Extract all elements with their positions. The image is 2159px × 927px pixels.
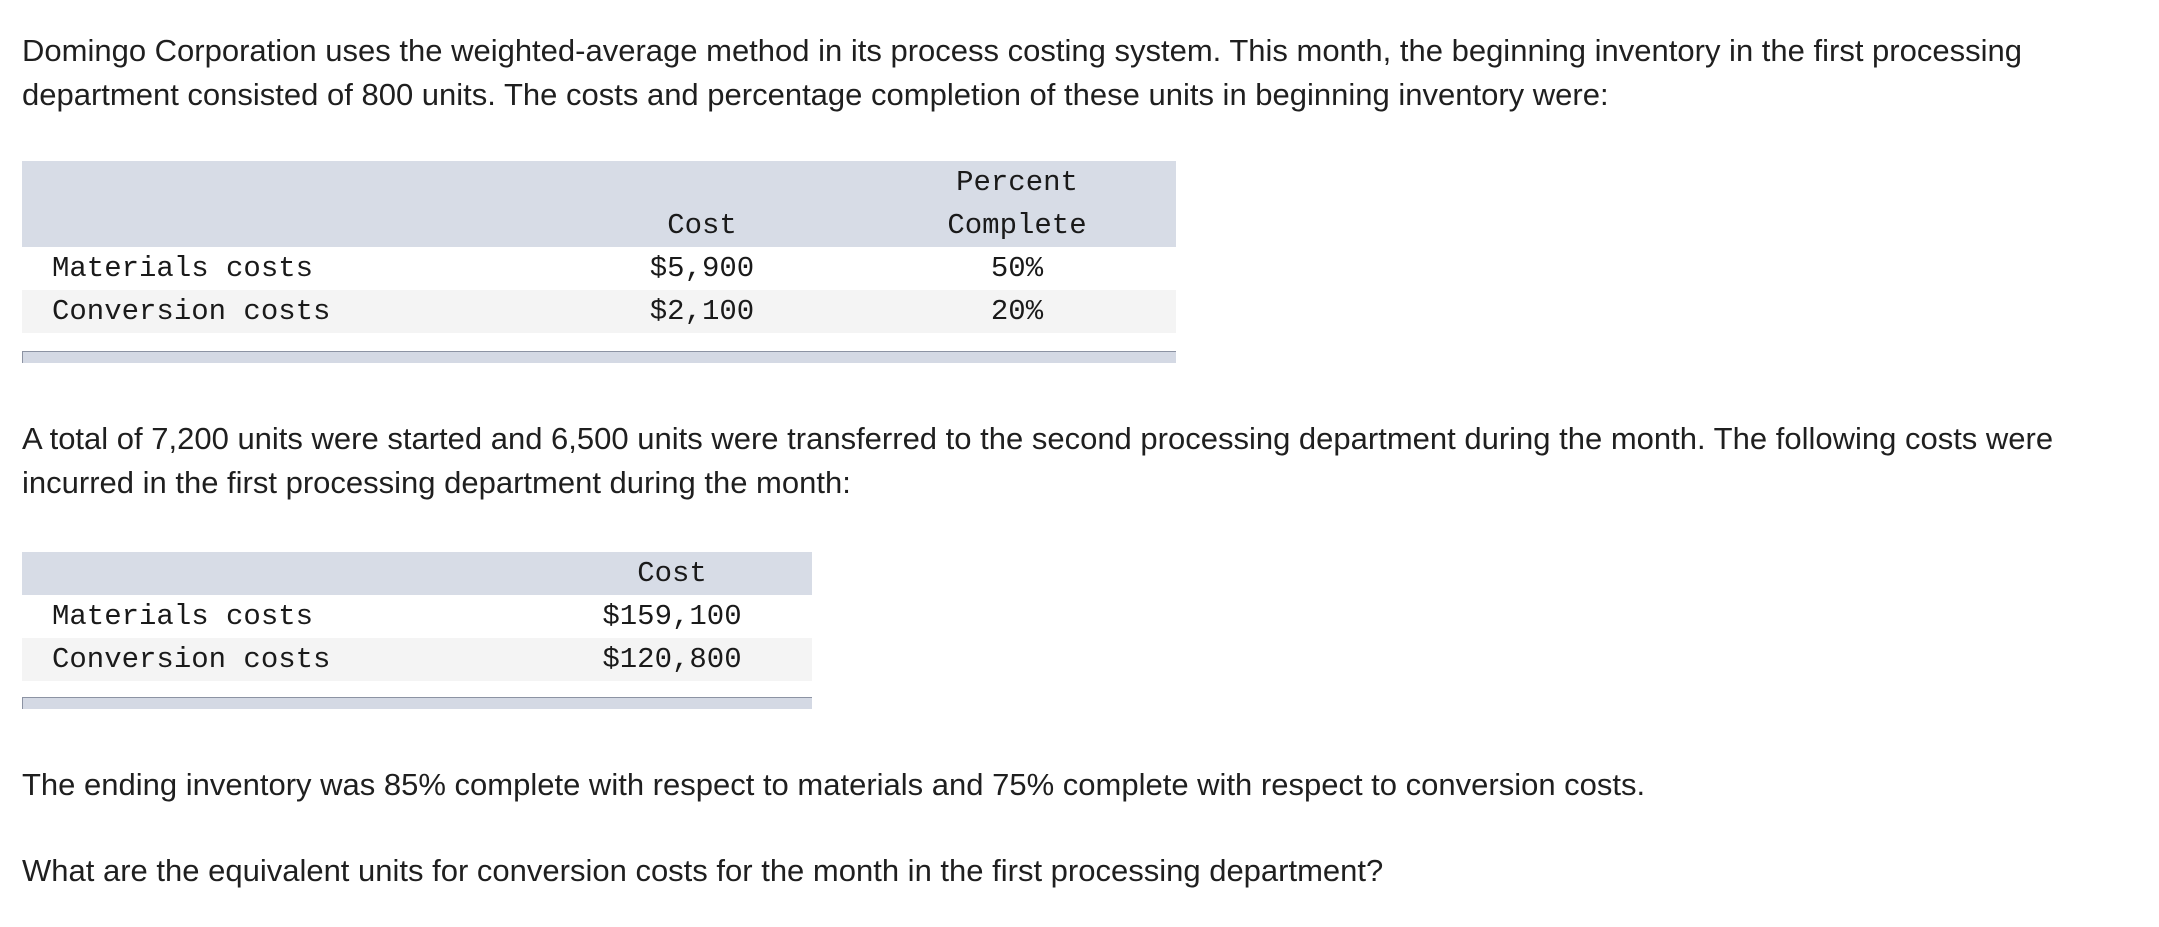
row-label: Conversion costs: [52, 295, 331, 328]
table-row: Materials costs $159,100: [22, 595, 812, 638]
table-row: Materials costs $5,900 50%: [22, 247, 1176, 290]
row-percent: 50%: [990, 252, 1044, 285]
row-percent: 20%: [990, 295, 1044, 328]
header-cost: Cost: [637, 557, 707, 590]
question-paragraph: What are the equivalent units for conver…: [22, 853, 1384, 888]
row-label: Conversion costs: [52, 643, 331, 676]
table-header-row: Cost: [22, 552, 812, 595]
row-cost: $5,900: [649, 252, 755, 285]
intro-paragraph: Domingo Corporation uses the weighted-av…: [22, 33, 2022, 112]
header-percent-line1: Percent: [956, 166, 1078, 199]
header-percent-line2: Complete: [947, 209, 1087, 242]
row-cost: $159,100: [602, 600, 742, 633]
current-costs-table: Cost Materials costs $159,100 Conversion…: [22, 552, 812, 709]
row-label: Materials costs: [52, 252, 314, 285]
table-row: Conversion costs $2,100 20%: [22, 290, 1176, 333]
table-spacer: [22, 681, 812, 697]
table-spacer: [22, 333, 1176, 351]
table-row: Conversion costs $120,800: [22, 638, 812, 681]
ending-paragraph: The ending inventory was 85% complete wi…: [22, 767, 1646, 802]
row-label: Materials costs: [52, 600, 314, 633]
table-footer-bar: [22, 351, 1176, 363]
middle-paragraph: A total of 7,200 units were started and …: [22, 421, 2054, 500]
row-cost: $120,800: [602, 643, 742, 676]
header-cost: Cost: [667, 209, 737, 242]
beginning-inventory-table: Cost Percent Complete Materials costs $5…: [22, 161, 1176, 363]
row-cost: $2,100: [649, 295, 755, 328]
table-footer-bar: [22, 697, 812, 709]
table-header-row: Cost Percent Complete: [22, 161, 1176, 247]
